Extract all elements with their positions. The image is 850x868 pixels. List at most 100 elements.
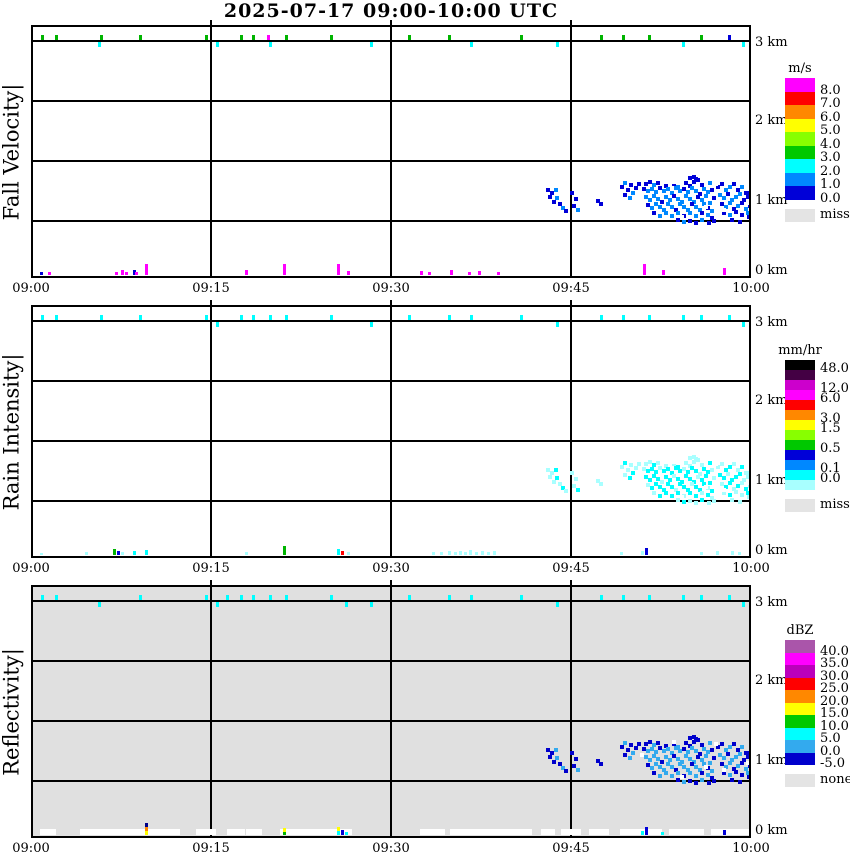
y-axis-label: Fall Velocity| xyxy=(0,83,24,221)
gridline-v xyxy=(390,307,392,556)
top-tick xyxy=(269,315,272,320)
echo-cell xyxy=(680,775,684,779)
colorbar-segment xyxy=(785,440,815,450)
echo-cell xyxy=(696,738,700,742)
echo-cell xyxy=(654,762,658,766)
echo-cell xyxy=(546,468,550,472)
echo-cell xyxy=(706,773,710,777)
top-tick xyxy=(556,602,559,607)
top-tick xyxy=(330,315,333,320)
echo-cell xyxy=(674,186,678,190)
colorbar-label: 30.0 xyxy=(820,668,849,684)
km-label: 2 km xyxy=(755,673,788,688)
bottom-mark xyxy=(661,832,664,835)
echo-cell xyxy=(628,476,632,480)
echo-cell xyxy=(640,193,644,197)
echo-cell xyxy=(722,488,726,492)
echo-cell xyxy=(599,762,603,766)
echo-cell xyxy=(658,774,662,778)
echo-cell xyxy=(704,485,708,489)
echo-cell xyxy=(658,205,662,209)
echo-cell xyxy=(694,774,698,778)
echo-cell xyxy=(690,482,694,486)
echo-cell xyxy=(724,468,728,472)
echo-cell xyxy=(732,742,736,746)
echo-cell xyxy=(728,745,732,749)
bottom-mark xyxy=(341,830,344,835)
echo-cell xyxy=(678,749,682,753)
echo-cell xyxy=(746,491,749,495)
bottom-mark xyxy=(337,831,340,835)
echo-cell xyxy=(702,482,706,486)
echo-cell xyxy=(722,211,726,215)
bottom-mark xyxy=(478,271,481,275)
echo-cell xyxy=(548,755,552,759)
top-tick xyxy=(448,595,451,600)
colorbar-label: 0.5 xyxy=(820,441,841,456)
echo-cell xyxy=(710,496,714,500)
echo-cell xyxy=(670,191,674,195)
colorbar-segment xyxy=(785,105,815,119)
bottom-mark xyxy=(440,552,443,555)
echo-cell xyxy=(708,201,712,205)
x-tick-label: 09:00 xyxy=(12,841,50,856)
echo-cell xyxy=(672,180,676,184)
echo-cell xyxy=(658,765,662,769)
echo-cell xyxy=(574,197,578,201)
echo-cell xyxy=(678,762,682,766)
echo-cell xyxy=(694,485,698,489)
bottom-mark xyxy=(40,272,43,275)
echo-cell xyxy=(708,481,712,485)
echo-cell xyxy=(572,764,576,768)
x-tick-label: 09:30 xyxy=(372,841,410,856)
echo-cell xyxy=(716,185,720,189)
echo-cell xyxy=(668,198,672,202)
echo-cell xyxy=(736,748,740,752)
bottom-mark xyxy=(716,551,719,555)
bottom-mark xyxy=(450,270,453,275)
echo-cell xyxy=(680,200,684,204)
bottom-mark xyxy=(283,264,286,275)
colorbar-label: 0.0 xyxy=(820,471,841,486)
white-strip xyxy=(541,829,555,835)
echo-cell xyxy=(680,215,684,219)
gridline-h xyxy=(33,780,749,782)
echo-cell xyxy=(714,742,718,746)
echo-cell xyxy=(650,206,654,210)
echo-cell xyxy=(644,742,648,746)
bottom-mark xyxy=(145,550,148,555)
echo-cell xyxy=(728,201,732,205)
echo-cell xyxy=(558,202,562,206)
echo-cell xyxy=(734,475,738,479)
echo-cell xyxy=(694,469,698,473)
echo-cell xyxy=(710,188,714,192)
bottom-mark xyxy=(468,272,471,275)
echo-cell xyxy=(722,208,726,212)
echo-cell xyxy=(692,200,696,204)
top-tick xyxy=(600,595,603,600)
echo-cell xyxy=(730,198,734,202)
echo-cell xyxy=(672,754,676,758)
echo-cell xyxy=(732,767,736,771)
echo-cell xyxy=(648,180,652,184)
gridline-h xyxy=(33,440,749,442)
echo-cell xyxy=(688,491,692,495)
echo-cell xyxy=(596,759,600,763)
echo-cell xyxy=(712,196,716,200)
x-tick-label: 09:15 xyxy=(192,281,230,296)
gridline-h xyxy=(33,720,749,722)
bottom-mark xyxy=(432,552,435,555)
echo-cell xyxy=(642,187,646,191)
echo-cell xyxy=(708,181,712,185)
echo-cell xyxy=(674,746,678,750)
colorbar-label: 3.0 xyxy=(820,411,841,426)
echo-cell xyxy=(700,183,704,187)
gridline-h xyxy=(33,40,749,42)
echo-cell xyxy=(572,204,576,208)
echo-cell xyxy=(660,760,664,764)
top-tick xyxy=(682,595,685,600)
bottom-mark xyxy=(113,549,116,555)
echo-cell xyxy=(726,192,730,196)
echo-cell xyxy=(720,482,724,486)
echo-cell xyxy=(700,771,704,775)
